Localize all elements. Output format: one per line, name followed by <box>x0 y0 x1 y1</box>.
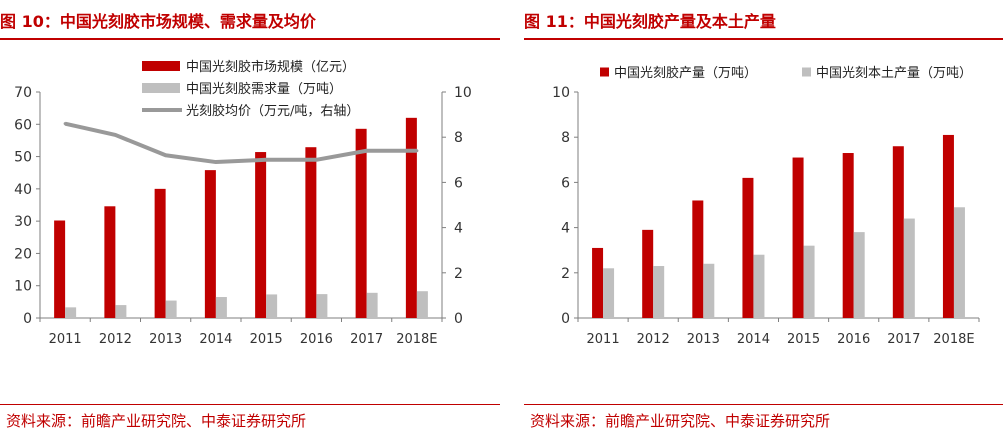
bar-secondary <box>215 297 227 318</box>
line-point <box>113 133 117 137</box>
bar-primary <box>154 188 166 318</box>
y2-tick-label: 10 <box>454 85 472 101</box>
y-tick-label: 8 <box>561 130 570 146</box>
y-tick-label: 50 <box>14 150 32 166</box>
chart-title-right: 图 11：中国光刻胶产量及本土产量 <box>524 12 776 31</box>
x-tick-label: 2015 <box>787 332 820 347</box>
price-line <box>64 121 417 165</box>
bar-primary <box>842 153 854 318</box>
x-tick-label: 2017 <box>350 332 383 347</box>
title-rule-right <box>524 38 1003 40</box>
bar-secondary <box>366 292 378 318</box>
x-tick-label: 2013 <box>149 332 182 347</box>
line-point <box>365 149 369 153</box>
legend-swatch <box>142 83 180 93</box>
y2-tick-label: 2 <box>454 266 463 282</box>
bar-secondary <box>803 245 815 318</box>
bar-secondary <box>753 254 765 318</box>
x-tick-label: 2015 <box>250 332 283 347</box>
bar-secondary <box>115 305 127 318</box>
source-note-left: 资料来源：前瞻产业研究院、中泰证券研究所 <box>6 412 307 430</box>
bar-primary <box>405 117 417 318</box>
bar-primary <box>54 220 66 318</box>
bar-secondary <box>603 268 615 318</box>
y-tick-label: 6 <box>561 175 570 191</box>
line-point <box>415 149 419 153</box>
legend-label: 中国光刻胶市场规模（亿元） <box>186 59 355 75</box>
line-point <box>164 153 168 157</box>
y-tick-label: 60 <box>14 117 32 133</box>
y-tick-label: 10 <box>14 279 32 295</box>
y2-tick-label: 6 <box>454 175 463 191</box>
line-point <box>214 160 218 164</box>
x-tick-label: 2014 <box>199 332 232 347</box>
legend-swatch <box>802 67 811 77</box>
source-note-right: 资料来源：前瞻产业研究院、中泰证券研究所 <box>530 412 831 430</box>
y-tick-label: 20 <box>14 246 32 262</box>
legend-label: 光刻胶均价（万元/吨，右轴） <box>186 103 359 119</box>
source-rule-left <box>0 404 500 405</box>
bar-secondary <box>853 232 865 318</box>
x-tick-label: 2016 <box>837 332 870 347</box>
title-rule-left <box>0 38 500 40</box>
x-tick-label: 2011 <box>49 332 82 347</box>
bar-secondary <box>653 266 665 318</box>
bar-secondary <box>316 294 328 318</box>
bar-secondary <box>65 307 77 318</box>
y2-tick-label: 0 <box>454 311 463 327</box>
bar-primary <box>255 152 267 318</box>
x-tick-label: 2012 <box>637 332 670 347</box>
line-point <box>63 122 67 126</box>
chart-left: 0 10 20 30 40 50 60 70 0 2 4 6 8 10 2011 2012 2013 2014 20… <box>14 59 472 347</box>
x-tick-label: 2011 <box>587 332 620 347</box>
y-tick-label: 0 <box>561 311 570 327</box>
bar-primary <box>305 147 317 318</box>
bar-primary <box>892 146 904 318</box>
x-tick-label: 2018E <box>396 332 437 347</box>
bar-primary <box>355 128 367 318</box>
legend-swatch <box>600 67 609 77</box>
y-tick-label: 4 <box>561 221 570 237</box>
bar-primary <box>642 229 654 318</box>
chart-panel-right: 图 11：中国光刻胶产量及本土产量 0 2 4 6 8 10 2011 2012 2013 201… <box>524 0 1003 439</box>
bar-primary <box>942 134 954 318</box>
chart-title-left: 图 10：中国光刻胶市场规模、需求量及均价 <box>0 12 316 31</box>
bar-primary <box>742 177 754 318</box>
x-tick-label: 2012 <box>99 332 132 347</box>
chart-right: 0 2 4 6 8 10 2011 2012 2013 2014 2015 2016 2017 2018E… <box>552 65 980 347</box>
y-tick-label: 10 <box>552 85 570 101</box>
source-rule-right <box>524 404 1003 405</box>
y-tick-label: 70 <box>14 85 32 101</box>
x-tick-label: 2014 <box>737 332 770 347</box>
legend-swatch <box>142 61 180 71</box>
x-tick-label: 2018E <box>933 332 974 347</box>
y-tick-label: 40 <box>14 182 32 198</box>
y-tick-label: 2 <box>561 266 570 282</box>
chart-panel-left: 图 10：中国光刻胶市场规模、需求量及均价 0 10 20 30 40 50 60 70 0 2 4… <box>0 0 500 439</box>
y2-tick-label: 8 <box>454 130 463 146</box>
bar-primary <box>204 170 216 318</box>
bar-secondary <box>903 218 915 318</box>
bar-secondary <box>165 300 177 318</box>
y-tick-label: 0 <box>23 311 32 327</box>
line-point <box>264 158 268 162</box>
legend-label: 中国光刻胶需求量（万吨） <box>186 81 342 97</box>
bar-primary <box>692 200 704 318</box>
legend-label: 中国光刻本土产量（万吨） <box>816 66 972 81</box>
bar-secondary <box>703 263 715 318</box>
y2-tick-label: 4 <box>454 221 463 237</box>
line-point <box>314 158 318 162</box>
bar-secondary <box>416 291 428 318</box>
x-tick-label: 2017 <box>887 332 920 347</box>
x-tick-label: 2013 <box>687 332 720 347</box>
bar-primary <box>592 247 604 318</box>
legend-label: 中国光刻胶产量（万吨） <box>614 65 757 81</box>
bar-primary <box>104 206 116 318</box>
bar-secondary <box>266 294 278 318</box>
y-tick-label: 30 <box>14 214 32 230</box>
x-tick-label: 2016 <box>300 332 333 347</box>
bar-secondary <box>953 207 965 318</box>
bar-primary <box>792 157 804 318</box>
